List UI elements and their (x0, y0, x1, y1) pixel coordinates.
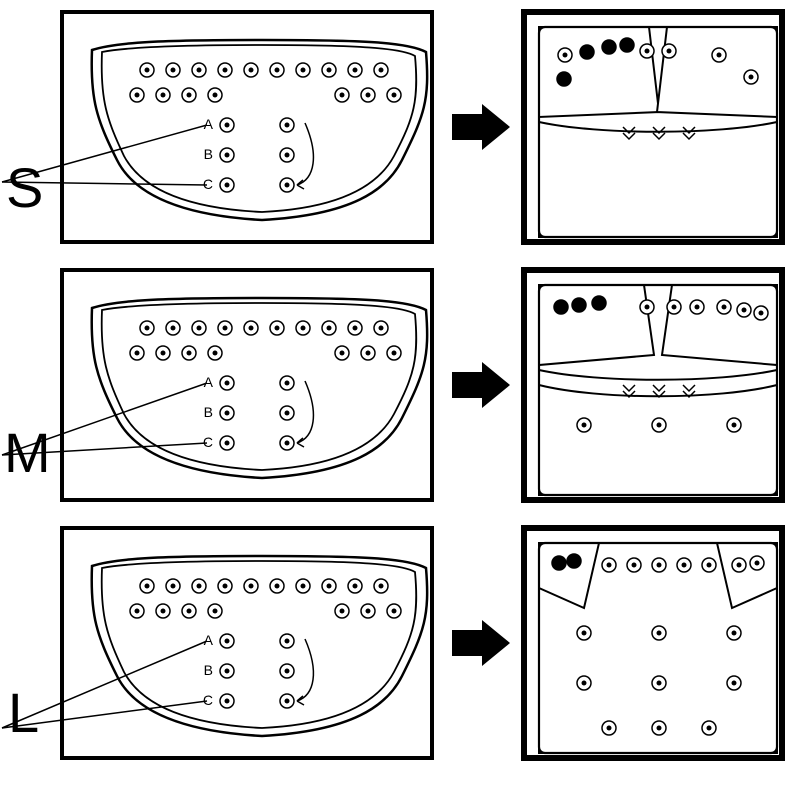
svg-text:C: C (203, 176, 213, 192)
size-label-s: S (6, 155, 43, 220)
svg-text:B: B (204, 404, 213, 420)
svg-text:C: C (203, 692, 213, 708)
diagram-svg: ABCABCABC (0, 0, 800, 800)
svg-text:A: A (204, 632, 214, 648)
svg-text:B: B (204, 146, 213, 162)
svg-text:B: B (204, 662, 213, 678)
diaper-size-diagram: { "labels": { "s": "S", "m": "M", "l": "… (0, 0, 800, 800)
svg-text:A: A (204, 374, 214, 390)
size-label-m: M (4, 420, 51, 485)
svg-text:C: C (203, 434, 213, 450)
svg-text:A: A (204, 116, 214, 132)
size-label-l: L (8, 680, 39, 745)
